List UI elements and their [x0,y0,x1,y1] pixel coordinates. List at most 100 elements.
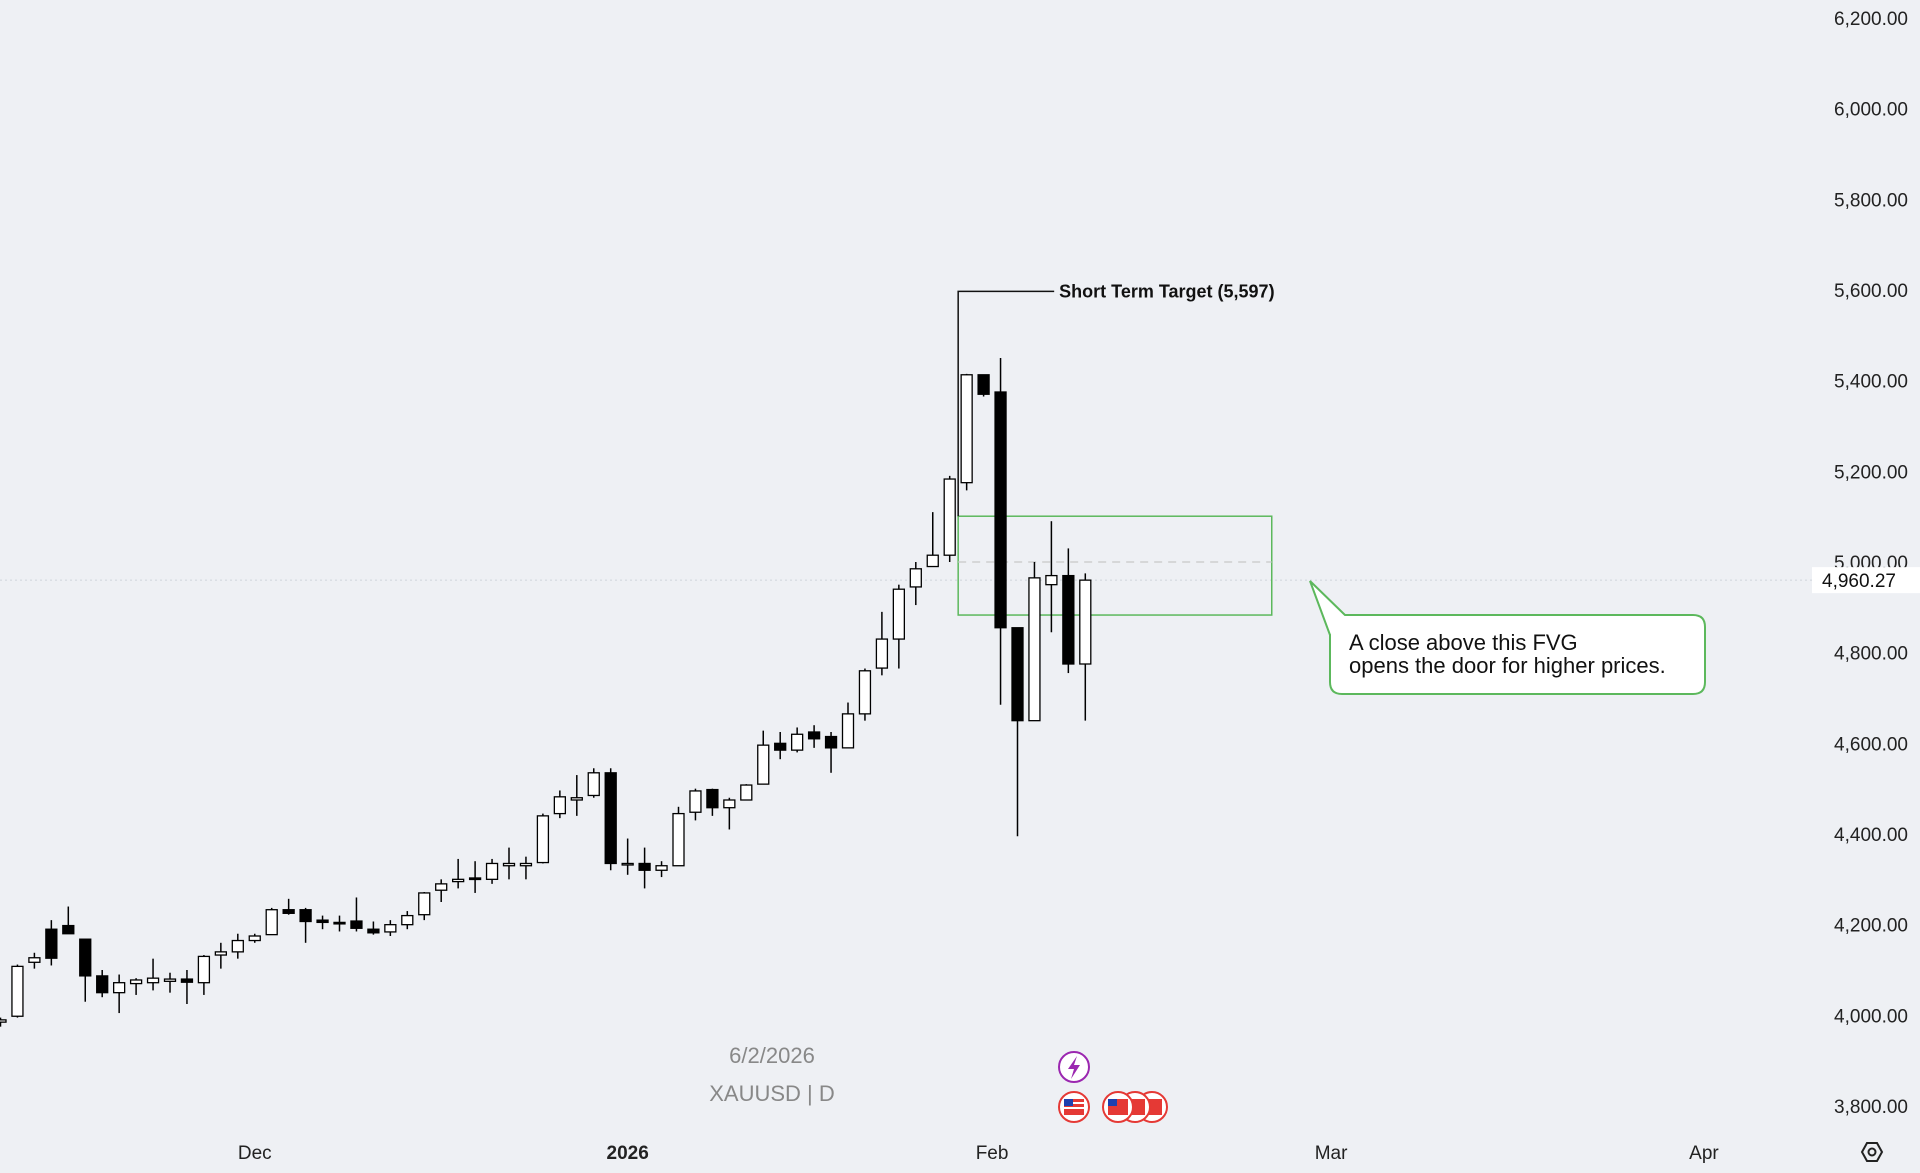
candle-body [163,978,177,982]
candle [299,907,312,943]
candle [248,933,261,943]
candle [774,732,787,760]
candle [960,373,973,491]
fvg-box [957,515,1273,616]
time-axis[interactable]: Dec 2026 Feb Mar Apr [238,1143,1720,1164]
candle-body [0,1019,7,1023]
candle [638,847,651,889]
candle-body [892,588,905,640]
candle-body [62,924,75,935]
watermark: 6/2/2026 XAUUSD | D [709,1043,835,1106]
us-flag-icon-group[interactable] [1102,1091,1168,1123]
candles-layer [0,358,1092,1027]
price-axis[interactable]: 6,200.00 6,000.00 5,800.00 5,600.00 5,400.00… [1834,9,1908,1118]
candle-body [282,909,295,914]
candle [570,775,583,816]
candle-body [604,772,617,865]
candle-body [824,735,838,749]
candle-body [11,965,24,1017]
candle-body [858,670,872,715]
candle [757,730,770,785]
candle [587,768,600,798]
candle-body [943,478,956,556]
candle [909,562,922,606]
candle-body [197,955,211,984]
candle-body [757,744,770,785]
candle-body [587,772,600,797]
fvg-zone[interactable] [957,515,1273,616]
candle [45,920,58,966]
candle [1062,548,1075,674]
candle [129,978,143,995]
settings-icon[interactable] [1860,1142,1884,1162]
price-tick-label: 3,800.00 [1834,1097,1908,1118]
candle [435,879,448,902]
candle-body [367,928,380,934]
candle [0,1017,7,1027]
candle-body [977,374,990,395]
candle [96,970,109,998]
event-markers[interactable] [1058,1051,1168,1123]
candle [62,906,75,935]
price-tick-label: 4,600.00 [1834,734,1908,755]
candle [926,512,939,568]
candle [146,958,160,991]
candle [604,768,617,871]
candle-body [1045,574,1058,586]
candle-body [214,951,228,956]
candle [723,797,736,830]
candle-body [841,713,855,749]
candle-body [807,731,821,740]
candle-body [723,799,736,809]
price-tick-label: 5,400.00 [1834,372,1908,393]
candle [485,858,499,884]
price-tick-label: 6,000.00 [1834,100,1908,121]
candle-body [401,914,414,926]
price-tick-label: 5,600.00 [1834,281,1908,302]
candle-body [485,862,499,880]
candle [468,861,482,893]
candle-body [45,928,58,959]
date-tick-label: Feb [976,1143,1009,1164]
current-price-tag: 4,960.27 [1812,567,1920,594]
candle-body [384,924,397,933]
candle-body [113,982,126,994]
candle-body [1062,574,1075,665]
candle-body [96,975,109,994]
candle-body [316,919,329,924]
candle-body [231,939,244,953]
candle-body [638,862,651,871]
candle-body [621,862,634,866]
candle-body [418,892,431,916]
candle [401,911,414,930]
candle-body [1079,579,1092,665]
candle [1011,627,1024,837]
candle [11,964,24,1018]
target-annotation[interactable]: Short Term Target (5,597) [957,281,1275,517]
candle-body [909,568,922,588]
callout[interactable]: A close above this FVG opens the door fo… [1309,580,1706,695]
candle [892,584,905,669]
candle-body [468,877,482,881]
lightning-event-icon[interactable] [1058,1051,1090,1083]
candle-body [435,883,448,891]
candle [384,920,397,936]
candle-body [655,865,668,871]
price-tick-label: 4,000.00 [1834,1006,1908,1027]
us-flag-icon[interactable] [1058,1091,1090,1123]
candle [672,806,685,867]
candle [333,915,346,932]
candle [28,952,41,969]
candle-body [570,797,583,801]
candle [79,938,92,1002]
price-tick-label: 5,200.00 [1834,462,1908,483]
price-tick-label: 4,800.00 [1834,644,1908,665]
callout-line-2: opens the door for higher prices. [1349,653,1666,678]
candle [689,788,702,821]
candle [1045,521,1058,633]
candle [706,788,719,816]
watermark-symbol: XAUUSD | D [709,1081,835,1106]
candle-body [299,909,312,923]
candle [994,358,1007,705]
